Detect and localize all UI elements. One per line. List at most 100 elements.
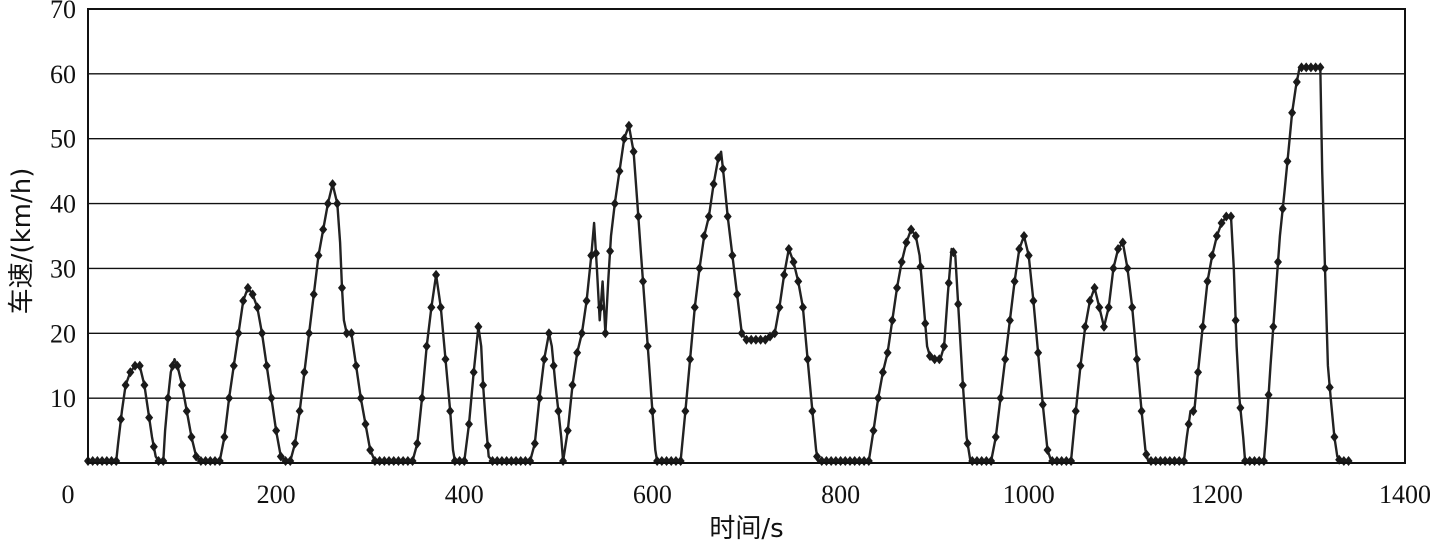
data-point <box>803 354 812 365</box>
data-point <box>813 451 822 462</box>
y-tick-label-40: 40 <box>50 190 76 219</box>
data-point <box>577 328 586 339</box>
data-point <box>1325 382 1334 393</box>
data-point <box>733 289 742 300</box>
data-point <box>1114 243 1123 254</box>
data-point <box>756 334 765 345</box>
data-point <box>305 328 314 339</box>
data-point <box>1194 367 1203 378</box>
data-point <box>1278 203 1287 214</box>
data-point <box>239 295 248 306</box>
data-point <box>464 419 473 430</box>
x-axis-title: 时间/s <box>709 514 783 544</box>
data-point <box>563 425 572 436</box>
data-point <box>784 243 793 254</box>
data-point <box>1005 315 1014 326</box>
data-point <box>112 456 121 467</box>
data-point <box>1330 432 1339 443</box>
data-point <box>987 456 996 467</box>
data-point <box>911 231 920 241</box>
x-tick-label-600: 600 <box>633 480 672 509</box>
data-point <box>751 334 760 345</box>
data-point <box>897 256 906 267</box>
data-point <box>944 278 953 289</box>
data-point <box>352 360 361 371</box>
y-axis-ticks: 10 20 30 40 50 60 70 <box>50 0 76 413</box>
data-point <box>272 425 281 436</box>
data-point <box>1132 354 1141 365</box>
data-point <box>1090 282 1099 293</box>
data-point <box>620 133 629 144</box>
data-point <box>309 289 318 300</box>
data-point <box>1081 321 1090 332</box>
data-point <box>145 412 154 423</box>
data-point <box>192 451 201 462</box>
data-point <box>1198 321 1207 332</box>
data-point <box>878 367 887 378</box>
data-point <box>1283 156 1292 167</box>
data-point <box>1067 456 1076 467</box>
data-point <box>1212 231 1221 241</box>
data-point <box>737 328 746 339</box>
data-point <box>610 198 619 209</box>
data-point <box>1179 456 1188 467</box>
y-tick-label-70: 70 <box>50 0 76 24</box>
data-point <box>361 419 370 430</box>
data-point <box>864 456 873 467</box>
data-point <box>300 367 309 378</box>
data-point <box>686 354 695 365</box>
data-point <box>182 406 191 417</box>
x-tick-label-800: 800 <box>821 480 860 509</box>
data-point <box>648 406 657 417</box>
data-point <box>921 318 930 329</box>
data-point <box>1274 256 1283 267</box>
data-point <box>526 456 535 467</box>
data-point <box>1104 302 1113 313</box>
data-point <box>1001 354 1010 365</box>
data-point <box>907 224 916 235</box>
data-point <box>1137 406 1146 417</box>
data-point <box>314 250 323 261</box>
data-point <box>676 456 685 467</box>
data-point <box>714 153 723 164</box>
data-point <box>366 445 375 456</box>
data-point <box>554 406 563 417</box>
data-point <box>1311 62 1320 73</box>
data-point <box>469 367 478 378</box>
data-point <box>963 438 972 449</box>
data-point <box>262 360 271 371</box>
data-point <box>1109 263 1118 274</box>
data-point <box>723 211 732 222</box>
data-point <box>116 414 125 425</box>
data-point <box>690 302 699 313</box>
data-point <box>163 393 172 404</box>
data-point <box>1222 211 1231 222</box>
data-point <box>1029 295 1038 306</box>
data-point <box>215 456 224 467</box>
data-point <box>446 406 455 417</box>
data-point <box>808 406 817 417</box>
data-point <box>1259 456 1268 467</box>
data-point <box>639 276 648 287</box>
data-point <box>747 334 756 345</box>
data-point <box>888 315 897 326</box>
data-point <box>606 246 615 257</box>
data-point <box>436 302 445 313</box>
data-point <box>479 380 488 391</box>
data-point <box>1189 406 1198 417</box>
y-tick-label-50: 50 <box>50 125 76 154</box>
data-point <box>789 256 798 267</box>
data-point <box>1217 218 1226 229</box>
data-point <box>1203 276 1212 287</box>
data-point <box>629 146 638 157</box>
y-tick-label-20: 20 <box>50 319 76 348</box>
data-point <box>559 456 568 467</box>
data-point <box>709 179 718 190</box>
data-point <box>1316 62 1325 73</box>
data-point <box>1118 237 1127 248</box>
data-point <box>700 231 709 241</box>
data-point <box>276 451 285 462</box>
x-tick-label-400: 400 <box>445 480 484 509</box>
data-point <box>1076 360 1085 371</box>
